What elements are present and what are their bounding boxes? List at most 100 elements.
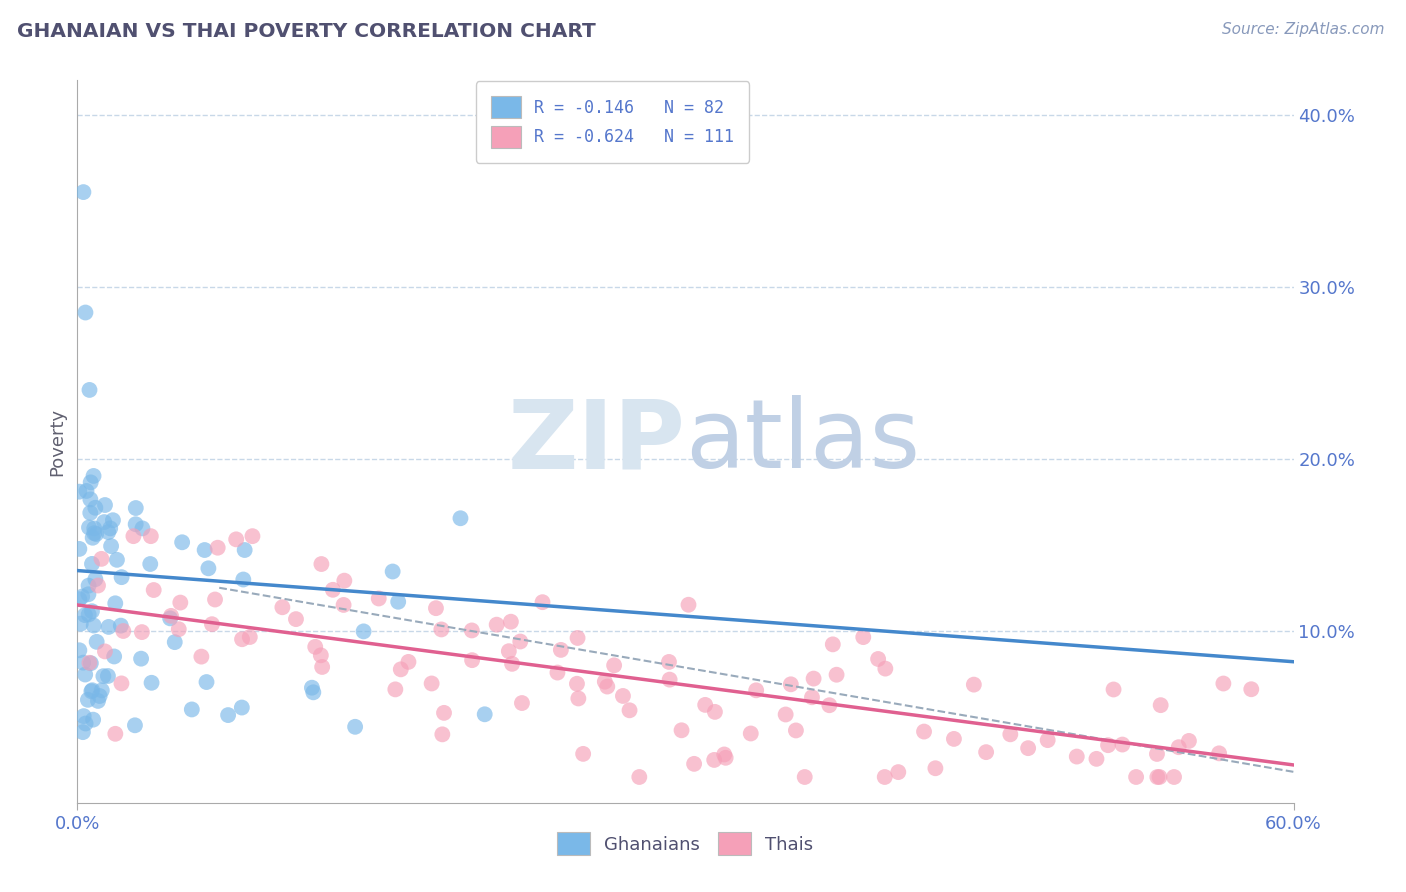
Point	[821, 637, 844, 651]
Point	[167, 622, 190, 636]
Point	[105, 553, 128, 567]
Point	[695, 698, 717, 712]
Point	[420, 676, 443, 690]
Point	[82, 531, 104, 545]
Point	[77, 607, 100, 622]
Point	[433, 706, 456, 720]
Point	[1178, 734, 1201, 748]
Point	[628, 770, 651, 784]
Point	[332, 598, 354, 612]
Point	[302, 685, 325, 699]
Point	[389, 662, 412, 676]
Point	[131, 521, 153, 535]
Point	[1097, 738, 1119, 752]
Point	[309, 648, 332, 663]
Point	[974, 745, 997, 759]
Text: atlas: atlas	[686, 395, 921, 488]
Point	[942, 731, 965, 746]
Point	[84, 500, 107, 515]
Point	[72, 725, 94, 739]
Point	[77, 587, 100, 601]
Point	[499, 615, 522, 629]
Point	[593, 674, 616, 689]
Point	[79, 656, 101, 670]
Point	[233, 543, 256, 558]
Point	[77, 520, 100, 534]
Point	[112, 624, 135, 638]
Text: Source: ZipAtlas.com: Source: ZipAtlas.com	[1222, 22, 1385, 37]
Point	[70, 590, 93, 604]
Point	[80, 604, 103, 618]
Point	[1167, 740, 1189, 755]
Point	[231, 632, 253, 647]
Point	[432, 727, 454, 741]
Point	[485, 617, 508, 632]
Point	[1146, 747, 1168, 761]
Point	[169, 596, 191, 610]
Point	[567, 631, 589, 645]
Point	[160, 608, 183, 623]
Point	[818, 698, 841, 713]
Point	[1146, 770, 1168, 784]
Point	[97, 669, 120, 683]
Point	[703, 705, 725, 719]
Point	[658, 655, 681, 669]
Point	[1208, 747, 1230, 761]
Point	[311, 557, 333, 571]
Point	[301, 681, 323, 695]
Point	[1125, 770, 1147, 784]
Point	[139, 529, 162, 543]
Point	[801, 690, 824, 705]
Point	[461, 624, 484, 638]
Point	[73, 709, 96, 723]
Legend: Ghanaians, Thais: Ghanaians, Thais	[550, 825, 821, 863]
Point	[69, 616, 91, 631]
Point	[217, 708, 239, 723]
Point	[873, 770, 896, 784]
Point	[82, 713, 104, 727]
Point	[775, 707, 797, 722]
Point	[79, 383, 101, 397]
Point	[84, 527, 107, 541]
Point	[671, 723, 693, 738]
Point	[333, 574, 356, 588]
Point	[103, 649, 125, 664]
Point	[77, 693, 100, 707]
Point	[131, 625, 153, 640]
Point	[97, 620, 120, 634]
Point	[79, 506, 101, 520]
Point	[740, 726, 762, 740]
Point	[101, 513, 124, 527]
Point	[825, 667, 848, 681]
Point	[76, 483, 98, 498]
Point	[124, 517, 146, 532]
Point	[271, 600, 294, 615]
Point	[104, 596, 127, 610]
Point	[67, 643, 90, 657]
Point	[384, 682, 406, 697]
Y-axis label: Poverty: Poverty	[48, 408, 66, 475]
Point	[67, 484, 90, 499]
Point	[678, 598, 700, 612]
Point	[93, 515, 115, 529]
Point	[141, 675, 163, 690]
Point	[322, 582, 344, 597]
Point	[207, 541, 229, 555]
Point	[713, 747, 735, 762]
Point	[1163, 770, 1185, 784]
Point	[129, 651, 152, 665]
Point	[596, 680, 619, 694]
Point	[204, 592, 226, 607]
Point	[194, 543, 217, 558]
Point	[1149, 770, 1171, 784]
Point	[87, 694, 110, 708]
Point	[430, 623, 453, 637]
Point	[139, 557, 162, 571]
Point	[104, 727, 127, 741]
Point	[461, 653, 484, 667]
Point	[90, 683, 112, 698]
Point	[683, 756, 706, 771]
Point	[603, 658, 626, 673]
Point	[94, 498, 117, 512]
Point	[474, 707, 496, 722]
